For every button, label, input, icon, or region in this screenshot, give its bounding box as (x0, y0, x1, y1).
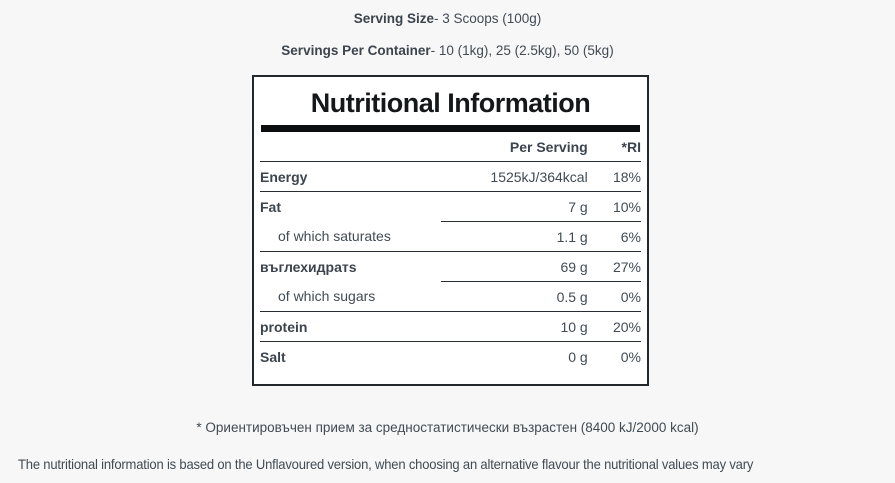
row-label: Salt (260, 341, 441, 371)
row-label: protein (260, 311, 441, 342)
row-ri-value: 27% (587, 251, 641, 282)
row-per-serving-value: 69 g (440, 251, 588, 282)
table-row: Salt 0 g 0% (260, 341, 641, 371)
serving-size-line: Serving Size- 3 Scoops (100g) (0, 0, 895, 27)
nutrition-facts-table: Per Serving *RI Energy 1525kJ/364kcal 18… (260, 132, 641, 371)
row-label: of which saturates (278, 228, 391, 245)
table-header-row: Per Serving *RI (260, 132, 641, 162)
table-row: of which saturates 1.1 g 6% (260, 221, 641, 252)
table-row: protein 10 g 20% (260, 311, 641, 342)
row-ri-value: 20% (587, 311, 641, 342)
reference-intake-footnote: * Ориентировъчен прием за средностатисти… (196, 420, 699, 435)
thick-divider-bar (261, 125, 640, 132)
table-row: Energy 1525kJ/364kcal 18% (260, 162, 641, 192)
table-row: въглехидратs 69 g 27% (260, 251, 641, 282)
serving-size-label: Serving Size (353, 11, 434, 26)
flavour-variation-note: The nutritional information is based on … (18, 456, 754, 472)
table-row: Fat 7 g 10% (260, 191, 641, 222)
row-per-serving-value: 7 g (440, 191, 588, 222)
serving-size-value: - 3 Scoops (100g) (433, 11, 542, 26)
row-ri-value: 0% (587, 281, 641, 312)
row-per-serving-value: 0 g (440, 341, 588, 371)
row-per-serving-value: 1.1 g (440, 221, 588, 252)
column-header-per-serving: Per Serving (440, 132, 588, 162)
row-ri-value: 6% (587, 221, 641, 252)
servings-per-container-value: - 10 (1kg), 25 (2.5kg), 50 (5kg) (430, 43, 614, 58)
servings-per-container-label: Servings Per Container (281, 43, 431, 58)
row-ri-value: 0% (587, 341, 641, 371)
nutrition-facts-panel: Nutritional Information Per Serving *RI … (252, 75, 649, 386)
row-per-serving-value: 10 g (440, 311, 588, 342)
nutrition-table-title: Nutritional Information (310, 88, 591, 118)
row-label: Fat (260, 191, 441, 222)
row-ri-value: 18% (612, 168, 641, 185)
row-per-serving-value: 1525kJ/364kcal (490, 168, 588, 185)
row-per-serving-value: 0.5 g (440, 281, 588, 312)
row-label: of which sugars (278, 288, 376, 305)
header-spacer-cell (260, 132, 441, 162)
row-label: Energy (260, 168, 308, 185)
row-ri-value: 10% (587, 191, 641, 222)
column-header-ri: *RI (587, 132, 641, 162)
servings-per-container-line: Servings Per Container- 10 (1kg), 25 (2.… (0, 43, 895, 59)
table-row: of which sugars 0.5 g 0% (260, 281, 641, 312)
row-label: въглехидратs (260, 251, 441, 282)
